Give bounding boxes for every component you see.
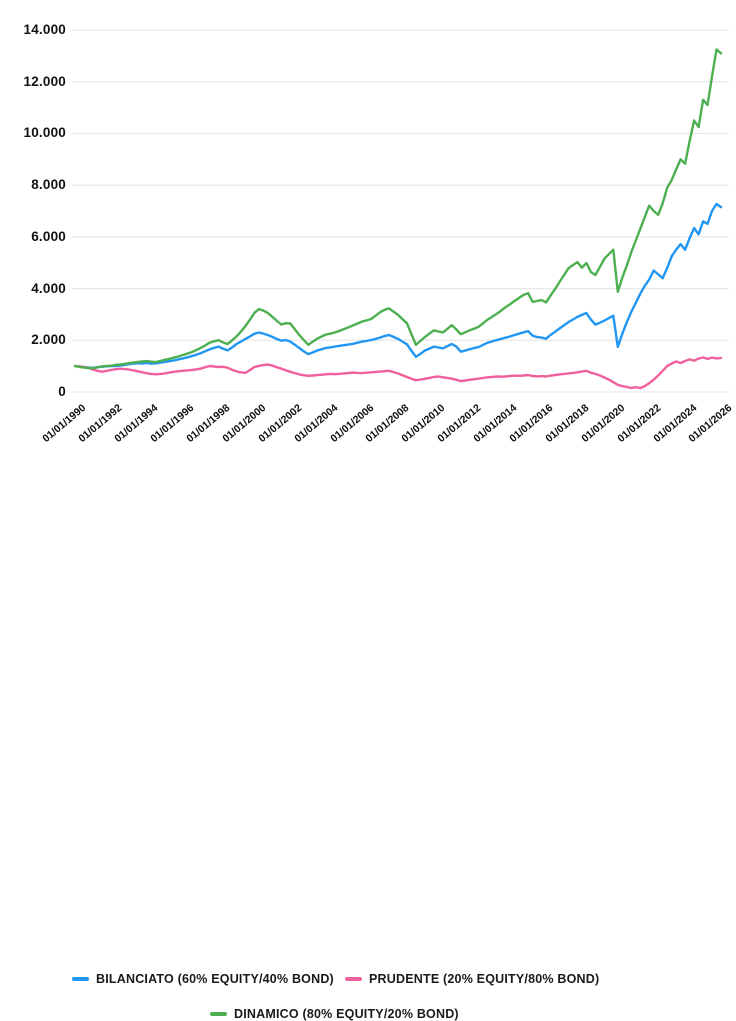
performance-chart: 0 2.000 4.000 6.000 8.000 10.000 12.000 14.000 …: [0, 0, 736, 480]
plot-area: [72, 29, 729, 393]
y-tick-label: 12.000: [23, 73, 66, 89]
legend-item-dinamico: DINAMICO (80% EQUITY/20% BOND): [210, 1007, 459, 1021]
dinamico-line-marker-icon: [210, 1011, 227, 1017]
y-tick-label: 4.000: [31, 280, 66, 296]
legend-item-bilanciato: BILANCIATO (60% EQUITY/40% BOND): [72, 972, 334, 986]
bilanciato-line-marker-icon: [72, 976, 89, 982]
series-line-bilanciato: [73, 202, 723, 369]
y-tick-label: 14.000: [23, 22, 66, 37]
y-tick-label: 8.000: [31, 177, 66, 193]
legend-label-prudente: PRUDENTE (20% EQUITY/80% BOND): [369, 972, 600, 986]
legend-item-prudente: PRUDENTE (20% EQUITY/80% BOND): [345, 972, 599, 986]
y-tick-label: 0: [58, 384, 66, 399]
legend-label-bilanciato: BILANCIATO (60% EQUITY/40% BOND): [96, 972, 334, 986]
series-line-prudente: [73, 356, 723, 390]
y-tick-label: 2.000: [31, 332, 66, 348]
y-tick-label: 6.000: [31, 228, 66, 244]
series-line-dinamico: [73, 48, 723, 370]
legend-label-dinamico: DINAMICO (80% EQUITY/20% BOND): [234, 1007, 459, 1021]
prudente-line-marker-icon: [345, 976, 362, 982]
y-tick-label: 10.000: [23, 125, 66, 141]
chart-legend: BILANCIATO (60% EQUITY/40% BOND) PRUDENT…: [0, 480, 736, 1021]
